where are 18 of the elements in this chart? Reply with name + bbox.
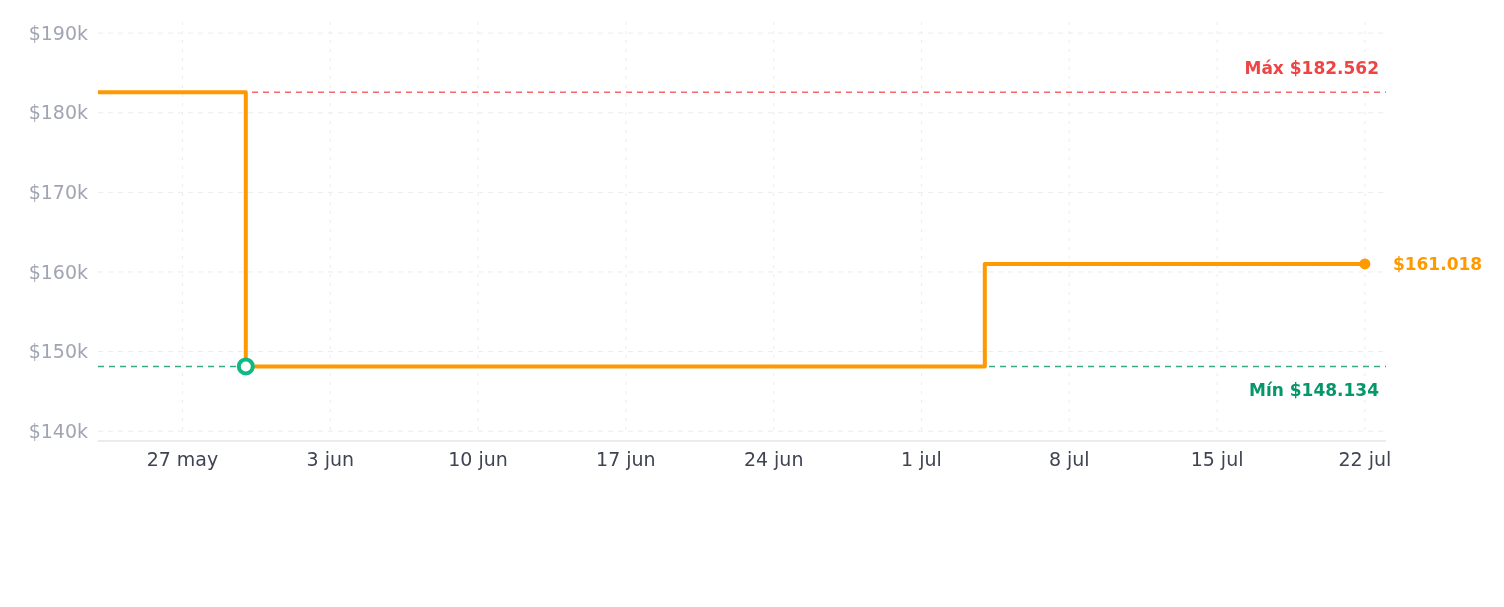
x-tick-label: 8 jul — [1048, 448, 1090, 470]
y-tick-label: $150k — [28, 340, 88, 363]
x-tick-label: 24 jun — [743, 448, 804, 470]
x-tick-label: 27 may — [146, 448, 219, 470]
x-tick-label: 3 jun — [306, 448, 355, 470]
x-tick-label: 22 jul — [1338, 448, 1392, 470]
ref-line-label: Máx $182.562 — [1244, 58, 1379, 79]
x-tick-label: 17 jun — [596, 448, 656, 470]
y-tick-label: $170k — [28, 181, 88, 204]
y-tick-label: $140k — [28, 419, 88, 442]
x-tick-label: 1 jul — [901, 448, 942, 470]
x-tick-label: 15 jul — [1190, 448, 1244, 470]
y-tick-label: $180k — [28, 101, 88, 124]
x-tick-label: 10 jun — [448, 448, 508, 470]
annotation: $161.018 — [1392, 253, 1483, 274]
y-tick-label: $160k — [28, 260, 88, 283]
y-tick-label: $190k — [28, 21, 88, 44]
ref-line-label: Mín $148.134 — [1248, 380, 1380, 401]
